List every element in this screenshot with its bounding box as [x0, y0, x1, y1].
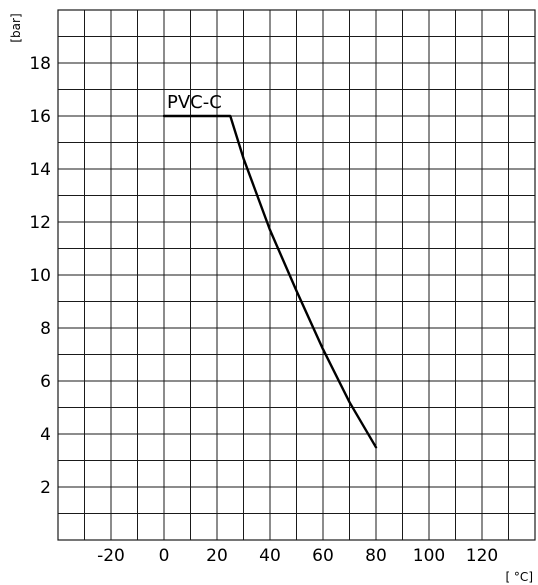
series-label: PVC-C: [167, 92, 222, 113]
y-tick-label: 16: [29, 107, 51, 127]
series-line-pvc-c: [162, 114, 378, 449]
y-tick-label: 8: [40, 319, 51, 339]
grid: [58, 10, 535, 540]
y-tick-label: 12: [29, 213, 51, 233]
y-tick-label: 6: [40, 372, 51, 392]
plot-frame: [57, 9, 536, 541]
x-tick-label: -20: [97, 546, 125, 566]
y-tick-label: 10: [29, 266, 51, 286]
x-tick-label: 0: [159, 546, 170, 566]
x-tick-labels: -20 0 20 40 60 80 100 120: [97, 546, 498, 566]
y-tick-label: 4: [40, 425, 51, 445]
y-tick-label: 18: [29, 54, 51, 74]
x-tick-label: 20: [206, 546, 228, 566]
y-tick-label: 2: [40, 478, 51, 498]
x-tick-label: 120: [466, 546, 498, 566]
x-tick-label: 40: [259, 546, 281, 566]
x-tick-label: 60: [312, 546, 334, 566]
x-tick-label: 80: [365, 546, 387, 566]
y-tick-labels: 2 4 6 8 10 12 14 16 18: [29, 54, 51, 498]
y-tick-label: 14: [29, 160, 51, 180]
y-axis-label: [bar]: [9, 13, 23, 42]
x-axis-label: [ °C]: [505, 570, 533, 584]
x-tick-label: 100: [413, 546, 445, 566]
